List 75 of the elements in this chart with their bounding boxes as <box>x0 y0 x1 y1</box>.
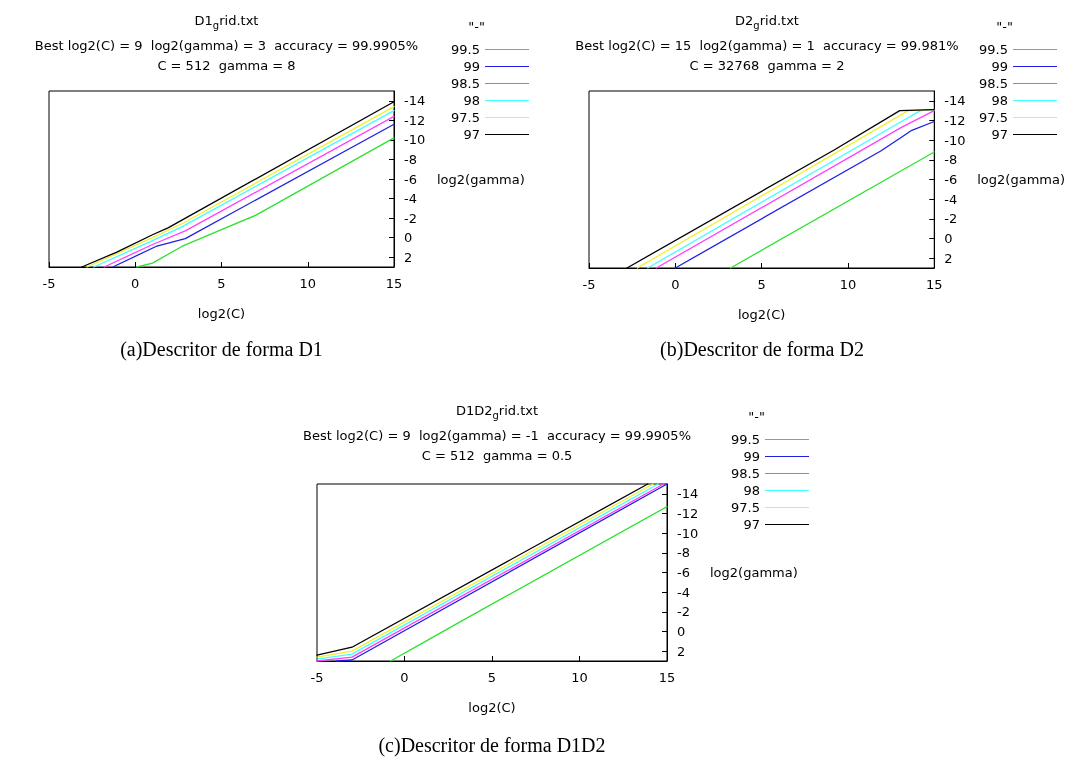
y-tick-label: -8 <box>404 151 417 167</box>
legend-label: 98 <box>463 93 480 108</box>
legend-label: 98 <box>991 93 1008 108</box>
y-tick-label: -14 <box>404 93 426 109</box>
y-tick-label: -4 <box>404 191 417 207</box>
x-tick-label: 0 <box>131 276 140 291</box>
legend-label: 98 <box>743 483 760 498</box>
x-axis-title: log2(C) <box>468 700 516 715</box>
y-axis-title: log2(gamma) <box>710 565 798 580</box>
legend-label: 98.5 <box>451 76 480 91</box>
x-tick-label: 5 <box>487 670 497 685</box>
y-tick-label: -12 <box>677 506 699 521</box>
x-tick-label: -5 <box>582 277 596 292</box>
y-tick-label: -14 <box>677 486 699 502</box>
x-tick-label: 5 <box>757 277 766 292</box>
y-tick-label: 0 <box>944 231 953 246</box>
x-tick-label: -5 <box>310 670 324 685</box>
legend-label: 97 <box>991 127 1008 142</box>
x-axis-title: log2(C) <box>737 307 786 322</box>
x-tick-label: 5 <box>217 276 226 291</box>
y-tick-label: -14 <box>944 93 966 109</box>
y-tick-label: -2 <box>404 210 417 226</box>
y-tick-label: -8 <box>944 152 958 168</box>
x-tick-label: -5 <box>42 276 56 291</box>
legend-label: 99 <box>463 59 480 74</box>
y-tick-label: -6 <box>944 172 958 187</box>
y-tick-label: -4 <box>944 191 958 207</box>
x-tick-label: 15 <box>658 670 676 685</box>
y-tick-label: 2 <box>404 249 413 265</box>
legend-label: 99.5 <box>451 42 480 57</box>
x-axis-title: log2(C) <box>197 306 246 321</box>
text: (c)Descritor de forma D1D2 <box>378 734 606 757</box>
legend-label: 97.5 <box>451 110 480 125</box>
x-tick-label: 15 <box>925 277 943 292</box>
legend-label: 98.5 <box>731 466 760 481</box>
y-tick-label: -10 <box>944 132 966 148</box>
y-tick-label: -6 <box>677 565 690 580</box>
legend-title: "-" <box>996 19 1014 34</box>
legend-label: 97 <box>463 127 480 142</box>
y-tick-label: -4 <box>677 584 690 600</box>
text: (a)Descritor de forma D1 <box>120 338 323 361</box>
y-axis-title: log2(gamma) <box>977 172 1066 187</box>
legend-label: 98.5 <box>979 76 1008 91</box>
x-tick-label: 15 <box>385 276 403 291</box>
y-axis-title: log2(gamma) <box>437 171 525 187</box>
x-tick-label: 10 <box>299 276 317 291</box>
y-tick-label: -12 <box>944 113 966 128</box>
chart-subtitle: Best log2(C) = 9 log2(gamma) = 3 accuracy = 99.9905% C = 512 gamma = 8 <box>34 37 419 73</box>
y-tick-label: -2 <box>677 604 690 620</box>
legend-label: 99 <box>991 59 1008 74</box>
chart-subtitle: Best log2(C) = 9 log2(gamma) = -1 accuracy = 99.9905% C = 512 gamma = 0.5 <box>303 427 691 463</box>
y-tick-label: 0 <box>677 624 686 639</box>
x-tick-label: 10 <box>571 670 588 685</box>
line-series <box>389 505 668 662</box>
legend-title: "-" <box>468 19 486 34</box>
y-tick-label: -6 <box>404 171 417 187</box>
y-tick-label: -8 <box>677 545 690 561</box>
legend-label: 97.5 <box>979 110 1008 125</box>
y-tick-label: 2 <box>677 643 686 659</box>
legend-label: 97 <box>743 517 760 532</box>
line-series <box>136 137 395 268</box>
y-tick-label: -2 <box>944 211 958 227</box>
x-tick-label: 10 <box>839 277 857 292</box>
y-tick-label: -12 <box>404 112 426 128</box>
y-tick-label: -10 <box>677 525 699 541</box>
y-tick-label: 2 <box>944 250 953 266</box>
legend-label: 99.5 <box>731 432 760 447</box>
text: (b)Descritor de forma D2 <box>660 338 864 361</box>
legend-label: 99.5 <box>979 42 1008 57</box>
legend-label: 97.5 <box>731 500 760 515</box>
y-tick-label: -10 <box>404 132 426 148</box>
legend-label: 99 <box>743 449 760 464</box>
chart-subtitle: Best log2(C) = 15 log2(gamma) = 1 accuracy = 99.981% C = 32768 gamma = 2 <box>575 37 959 73</box>
legend-title: "-" <box>748 409 766 424</box>
y-tick-label: 0 <box>404 230 413 246</box>
